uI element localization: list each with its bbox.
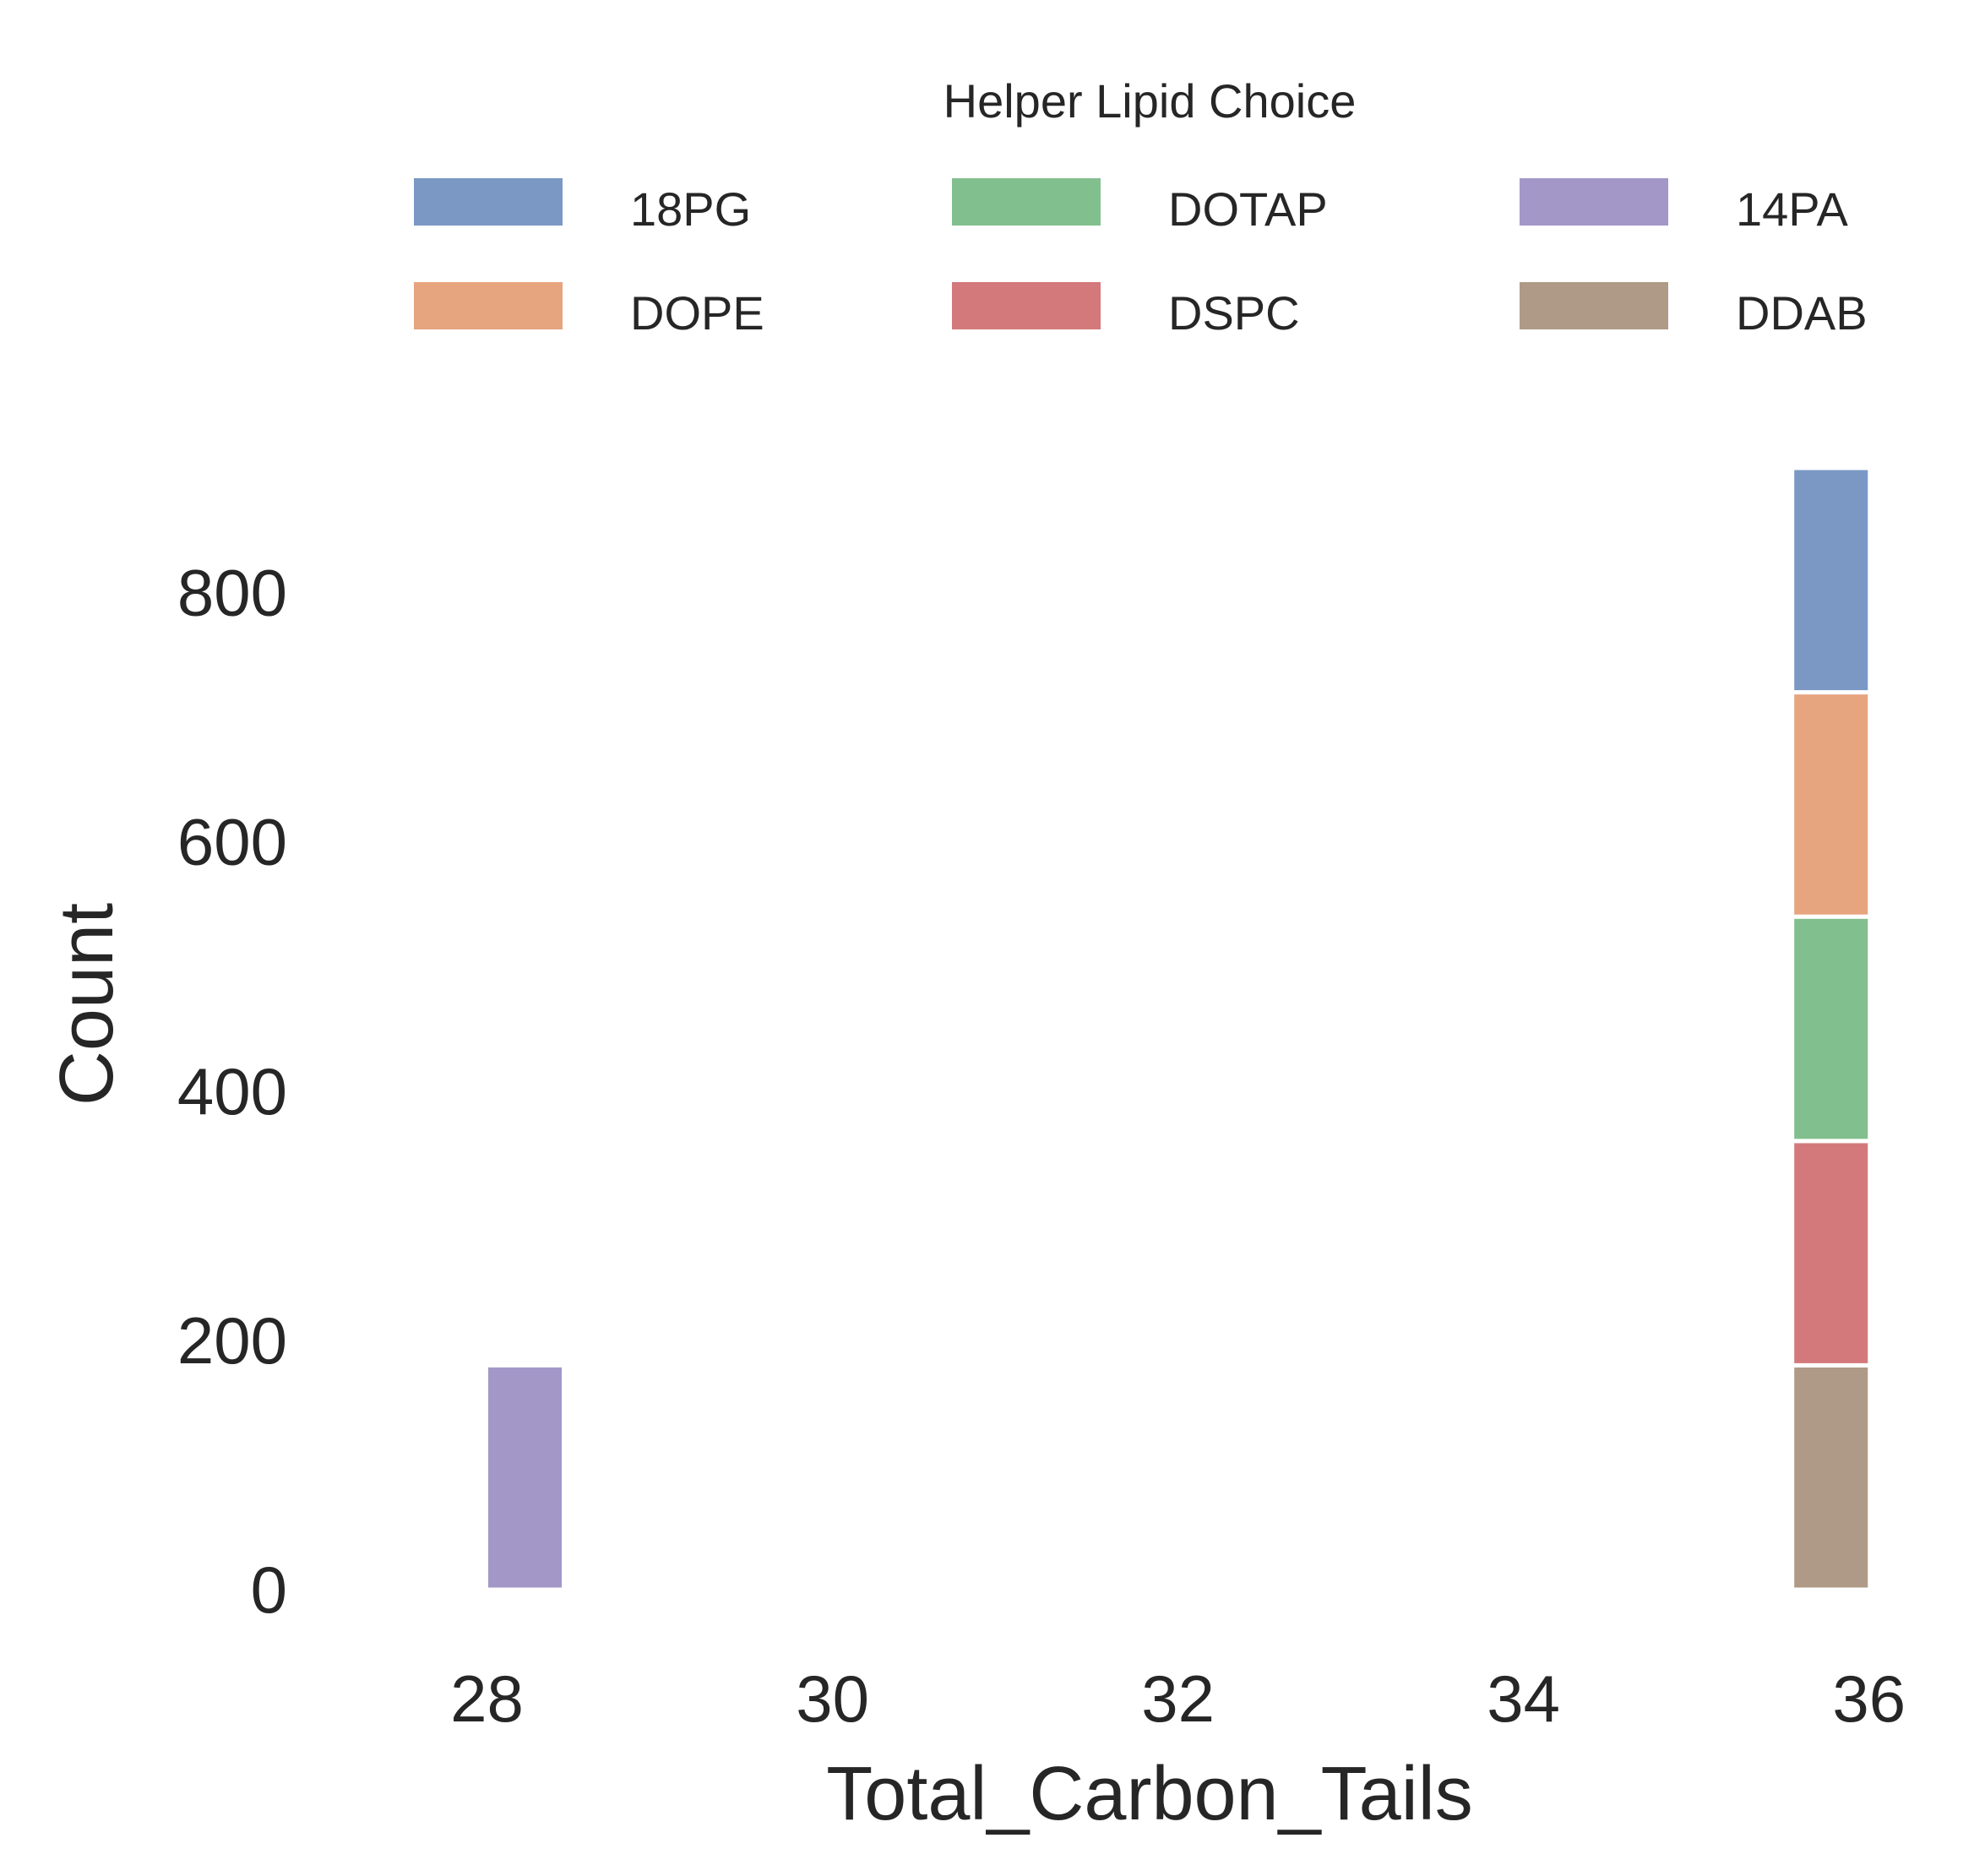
legend-label-18pg: 18PG	[630, 182, 751, 236]
legend-swatch-dope	[414, 282, 563, 329]
bar-dotap	[1790, 914, 1873, 1144]
legend-items: 18PG DOPE DOTAP DSPC 14PA DDAB	[414, 178, 1868, 340]
legend-label-dotap: DOTAP	[1168, 182, 1328, 236]
y-axis-label: Count	[45, 903, 129, 1106]
bar-dspc	[1790, 1139, 1873, 1368]
bars	[484, 465, 1873, 1592]
legend-swatch-18pg	[414, 178, 563, 226]
y-axis-ticks: 0 200 400 600 800	[177, 556, 287, 1627]
bar-14pa	[484, 1362, 567, 1592]
legend-swatch-14pa	[1520, 178, 1668, 226]
x-tick-label: 30	[796, 1661, 869, 1736]
y-tick-label: 800	[177, 556, 287, 630]
legend-title: Helper Lipid Choice	[943, 74, 1357, 128]
x-tick-label: 34	[1487, 1661, 1560, 1736]
x-tick-label: 32	[1141, 1661, 1215, 1736]
x-axis-ticks: 28 30 32 34 36	[450, 1661, 1906, 1736]
x-tick-label: 28	[450, 1661, 524, 1736]
bar-18pg	[1790, 465, 1873, 695]
legend-swatch-dotap	[952, 178, 1101, 226]
legend-swatch-ddab	[1520, 282, 1668, 329]
legend-label-14pa: 14PA	[1736, 182, 1848, 236]
bar-ddab	[1790, 1362, 1873, 1592]
y-tick-label: 400	[177, 1054, 287, 1128]
bar-dope	[1790, 690, 1873, 919]
legend-label-ddab: DDAB	[1736, 286, 1868, 340]
y-tick-label: 200	[177, 1303, 287, 1378]
legend: Helper Lipid Choice 18PG DOPE DOTAP DSPC 14P…	[414, 74, 1868, 340]
x-tick-label: 36	[1832, 1661, 1906, 1736]
y-tick-label: 0	[251, 1552, 287, 1627]
legend-swatch-dspc	[952, 282, 1101, 329]
x-axis-label: Total_Carbon_Tails	[826, 1752, 1472, 1836]
legend-label-dope: DOPE	[630, 286, 764, 340]
legend-label-dspc: DSPC	[1168, 286, 1300, 340]
y-tick-label: 600	[177, 805, 287, 879]
